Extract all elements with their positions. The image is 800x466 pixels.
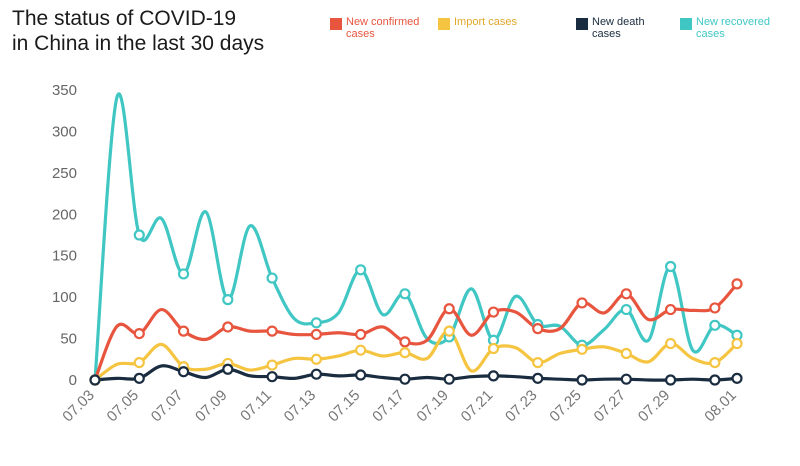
data-point-new-recovered-cases (355, 264, 367, 276)
legend-item-new-death: New death cases (576, 16, 652, 40)
data-point-new-death-cases (731, 372, 743, 384)
data-point-new-recovered-cases (620, 303, 632, 316)
data-point-new-confirmed-cases (487, 306, 500, 318)
legend-label: New recovered cases (696, 16, 770, 40)
legend-swatch (330, 18, 342, 30)
legend-swatch (576, 18, 588, 30)
data-point-new-death-cases (487, 370, 500, 382)
data-point-new-confirmed-cases (576, 297, 588, 309)
data-point-new-confirmed-cases (222, 321, 234, 333)
legend-item-new-recovered: New recovered cases (680, 16, 782, 40)
data-point-new-death-cases (399, 373, 411, 385)
data-point-new-recovered-cases (310, 317, 322, 329)
data-point-import-cases (487, 342, 500, 355)
data-point-import-cases (310, 353, 322, 365)
data-point-new-death-cases (709, 374, 721, 386)
data-point-new-confirmed-cases (664, 303, 677, 316)
data-point-import-cases (443, 325, 455, 337)
data-point-new-death-cases (620, 373, 632, 385)
data-point-new-confirmed-cases (443, 303, 455, 315)
x-tick-label: 07.29 (635, 387, 674, 426)
data-point-new-recovered-cases (222, 294, 234, 306)
legend-item-import: Import cases (438, 16, 540, 30)
data-point-new-recovered-cases (399, 288, 411, 300)
y-tick-label: 200 (52, 206, 77, 223)
chart-title-line2: in China in the last 30 days (12, 32, 265, 55)
data-point-import-cases (731, 337, 743, 350)
chart-markers (89, 229, 743, 386)
chart-series (93, 92, 739, 382)
data-point-new-confirmed-cases (620, 288, 632, 300)
y-tick-label: 100 (52, 289, 77, 306)
x-tick-label: 07.23 (502, 387, 541, 426)
data-point-new-confirmed-cases (399, 336, 411, 348)
data-point-new-confirmed-cases (310, 328, 322, 341)
data-point-import-cases (355, 344, 367, 356)
data-point-import-cases (266, 359, 278, 371)
data-point-new-recovered-cases (177, 268, 190, 280)
data-point-new-death-cases (177, 366, 190, 378)
legend-label: New death cases (592, 16, 645, 40)
data-point-import-cases (576, 343, 588, 355)
y-tick-label: 300 (52, 123, 77, 140)
legend-label: Import cases (454, 16, 517, 28)
data-point-import-cases (532, 357, 544, 369)
data-point-import-cases (399, 347, 411, 359)
x-tick-label: 07.19 (413, 387, 452, 426)
x-tick-label: 07.25 (546, 387, 585, 426)
data-point-new-death-cases (310, 368, 322, 380)
x-tick-label: 07.15 (325, 387, 364, 426)
y-tick-label: 250 (52, 165, 77, 182)
data-point-new-confirmed-cases (133, 328, 145, 340)
y-tick-label: 0 (69, 372, 77, 389)
data-point-import-cases (133, 357, 145, 369)
data-point-new-recovered-cases (133, 229, 145, 241)
data-point-new-confirmed-cases (709, 302, 721, 314)
data-point-new-confirmed-cases (177, 325, 190, 337)
y-tick-label: 150 (52, 248, 77, 265)
data-point-import-cases (620, 347, 632, 360)
legend-item-new-confirmed: New confirmed cases (330, 16, 432, 40)
x-tick-label: 07.21 (458, 387, 497, 426)
chart-title: The status of COVID-19 in China in the l… (12, 6, 312, 56)
x-tick-label: 07.13 (281, 387, 320, 426)
legend-swatch (438, 18, 450, 30)
data-point-new-confirmed-cases (731, 278, 743, 290)
legend-label: New confirmed cases (346, 16, 420, 40)
data-point-new-recovered-cases (709, 319, 721, 331)
x-tick-label: 07.05 (104, 387, 143, 426)
y-tick-label: 50 (60, 331, 77, 348)
data-point-new-death-cases (355, 369, 367, 381)
x-tick-label: 08.01 (701, 387, 740, 426)
data-point-import-cases (664, 337, 677, 350)
data-point-new-death-cases (664, 374, 677, 386)
data-point-new-recovered-cases (266, 272, 278, 284)
data-point-new-death-cases (443, 373, 455, 385)
data-point-new-death-cases (222, 363, 234, 375)
x-tick-label: 07.27 (591, 387, 630, 426)
data-point-new-confirmed-cases (266, 325, 278, 337)
x-tick-label: 07.09 (192, 387, 231, 426)
x-tick-label: 07.17 (369, 387, 408, 426)
legend-swatch (680, 18, 692, 30)
data-point-new-death-cases (576, 374, 588, 386)
x-tick-label: 07.11 (237, 387, 275, 425)
data-point-new-confirmed-cases (532, 323, 544, 335)
x-tick-label: 07.07 (148, 387, 187, 426)
chart-title-line1: The status of COVID-19 (12, 7, 237, 30)
data-point-new-confirmed-cases (355, 328, 367, 341)
chart-legend: New confirmed cases Import cases New dea… (330, 16, 800, 46)
x-tick-label: 07.03 (59, 387, 98, 426)
data-point-import-cases (709, 357, 721, 369)
data-point-new-death-cases (89, 374, 101, 386)
data-point-new-death-cases (133, 372, 145, 384)
data-point-new-death-cases (532, 372, 544, 384)
y-tick-label: 350 (52, 82, 77, 99)
data-point-new-death-cases (266, 371, 278, 383)
data-point-new-recovered-cases (664, 260, 677, 273)
chart-axes: 0 50 100 150 200 250 300 350 07.03 07.05 07.07 07.0… (52, 82, 740, 425)
